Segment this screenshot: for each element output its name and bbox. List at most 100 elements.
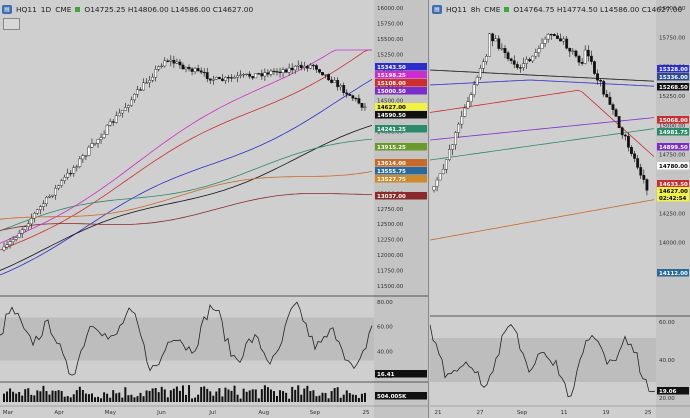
candle-body [360,103,364,108]
candle-body [251,76,255,79]
candle-body [324,74,327,76]
price-tag [375,159,427,167]
candle-body [636,158,640,168]
volume-tag [375,392,427,400]
price-tag [657,83,689,91]
volume-bar [185,394,187,402]
price-axis-label: 12750.00 [377,207,404,213]
collapse-legend-icon[interactable] [3,18,20,30]
daily-chart-canvas[interactable]: 16000.00 15750.00 15500.00 15250.00 15000.00… [0,0,428,418]
price-axis-label: 12500.00 [377,222,404,228]
candle-body [230,77,233,79]
candle-body [202,71,206,74]
candle-body [580,62,584,64]
intraday-chart-header: ▤ HQ11 8h CME O14764.75 H14774.50 L14586… [432,4,682,15]
volume-bar [15,393,18,402]
volume-bar [297,385,300,402]
oscillator-band [430,338,656,382]
date-axis-label: Sep [310,410,321,416]
candle-body [540,43,544,49]
volume-bar [97,396,100,402]
candle-body [111,121,115,123]
oscillator-tag-label: 16.41 [377,372,395,378]
volume-bar [248,390,251,402]
candle-body [108,121,112,126]
candle-body [342,85,346,93]
candle-body [617,116,621,128]
candle-body [312,64,315,67]
volume-bar [69,397,72,402]
volume-bar [306,385,309,402]
price-tag-label: 14112.00 [659,271,688,277]
price-tag [657,73,689,81]
candle-body [336,80,340,88]
price-tag [657,143,689,151]
price-tag-label: 15336.00 [659,75,688,81]
volume-bar [72,394,75,402]
candle-body [148,80,151,83]
candle-body [23,226,27,230]
price-tag [657,180,689,188]
candle-body [605,94,609,98]
volume-bar [360,393,363,402]
volume-bar [245,391,248,402]
moving-average-line [0,171,373,220]
candle-body [142,82,145,91]
volume-bar [51,390,54,402]
oscillator-tag [375,370,427,378]
candle-body [120,109,124,114]
candle-body [614,109,618,117]
candle-body [432,186,436,191]
daily-chart-pane[interactable]: 16000.00 15750.00 15500.00 15250.00 15000.00… [0,0,429,418]
volume-bar [351,394,354,402]
candle-body [75,166,79,168]
volume-bar [21,395,24,402]
candle-body [497,38,501,49]
candle-body [549,34,553,36]
candle-body [556,35,559,39]
intraday-chart-pane[interactable]: 16000.0015750.0015500.0015250.0015000.00… [430,0,690,418]
price-tag-label: 13555.75 [377,169,406,175]
candle-body [559,38,562,42]
intraday-chart-canvas[interactable]: 16000.0015750.0015500.0015250.0015000.00… [430,0,690,418]
volume-bar [103,392,106,402]
intraday-symbol[interactable]: HQ11 [446,5,467,14]
price-tag [657,187,689,195]
price-tag [375,71,427,79]
volume-bar [60,391,63,402]
moving-average-line [430,69,655,82]
candle-body [333,80,337,83]
volume-bar [269,389,272,402]
volume-bar [327,398,330,402]
price-tag-label: 13915.25 [377,145,406,151]
volume-bar [272,391,275,402]
candle-body [14,237,18,240]
price-tag-label: 14633.50 [659,182,688,188]
candle-body [227,77,230,79]
market-open-icon [75,7,81,12]
candle-body [354,97,358,100]
daily-symbol[interactable]: HQ11 [16,5,37,14]
candle-body [630,147,633,154]
candle-body [257,73,261,75]
volume-bar [142,396,145,402]
price-tag-label: 15000.50 [377,89,406,95]
volume-bar [172,388,175,402]
candle-body [117,112,121,117]
volume-bar [200,387,203,402]
candle-body [196,68,200,71]
price-axis-label: 11750.00 [377,269,404,275]
candle-body [593,61,596,74]
price-tag-label: 14590.50 [377,113,406,119]
date-axis-label: 11 [561,410,568,416]
candle-body [345,92,349,95]
candle-body [254,73,258,79]
candle-body [522,63,525,68]
daily-interval[interactable]: 1D [40,5,52,14]
price-tag [375,63,427,71]
candle-body [160,65,164,67]
price-tag-label: 15108.00 [377,81,406,87]
volume-bar [139,392,142,402]
intraday-interval[interactable]: 8h [470,5,481,14]
candle-body [481,61,485,69]
